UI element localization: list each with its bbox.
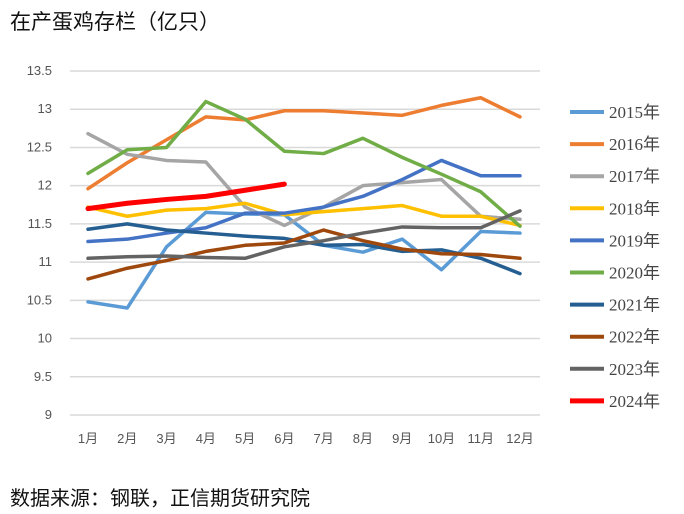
legend-label: 2023年: [609, 360, 660, 379]
x-tick-label: 1月: [78, 431, 98, 446]
series-line-2017年: [86, 131, 522, 228]
legend-label: 2020年: [609, 264, 660, 283]
series-line-2020年: [86, 99, 522, 228]
y-tick-label: 9: [45, 407, 52, 422]
series-line-2019年: [86, 158, 522, 244]
y-tick-label: 10.5: [27, 292, 52, 307]
x-tick-label: 3月: [156, 431, 176, 446]
x-tick-label: 10月: [428, 431, 455, 446]
legend-label: 2017年: [609, 167, 660, 186]
series-line-2023年: [86, 209, 522, 261]
x-tick-label: 2月: [117, 431, 137, 446]
legend-label: 2021年: [609, 296, 660, 315]
series-line-2022年: [86, 228, 522, 281]
legend-label: 2016年: [609, 135, 660, 154]
y-tick-label: 11: [39, 254, 53, 269]
y-tick-label: 13.5: [27, 63, 52, 78]
legend-label: 2022年: [609, 328, 660, 347]
series-line-2016年: [86, 96, 522, 191]
series-line-2024年: [85, 181, 287, 212]
legend-label: 2024年: [609, 392, 660, 411]
legend-label: 2019年: [609, 231, 660, 250]
x-tick-label: 9月: [392, 431, 412, 446]
x-tick-label: 11月: [467, 431, 494, 446]
chart-title: 在产蛋鸡存栏（亿只）: [10, 10, 220, 34]
y-tick-label: 11.5: [28, 216, 52, 231]
source-note: 数据来源：钢联，正信期货研究院: [10, 486, 310, 510]
x-tick-label: 8月: [353, 431, 373, 446]
y-tick-label: 12: [38, 178, 52, 193]
series-line-2018年: [86, 201, 522, 228]
x-tick-label: 4月: [196, 431, 216, 446]
y-tick-label: 9.5: [34, 369, 52, 384]
y-tick-label: 13: [38, 101, 52, 116]
legend-label: 2018年: [609, 199, 660, 218]
y-tick-label: 12.5: [27, 139, 52, 154]
x-tick-label: 5月: [235, 431, 255, 446]
y-tick-label: 10: [38, 331, 52, 346]
x-tick-label: 7月: [314, 431, 334, 446]
legend-label: 2015年: [609, 103, 660, 122]
series-line-2021年: [86, 222, 522, 276]
x-tick-label: 6月: [274, 431, 294, 446]
x-tick-label: 12月: [506, 431, 533, 446]
